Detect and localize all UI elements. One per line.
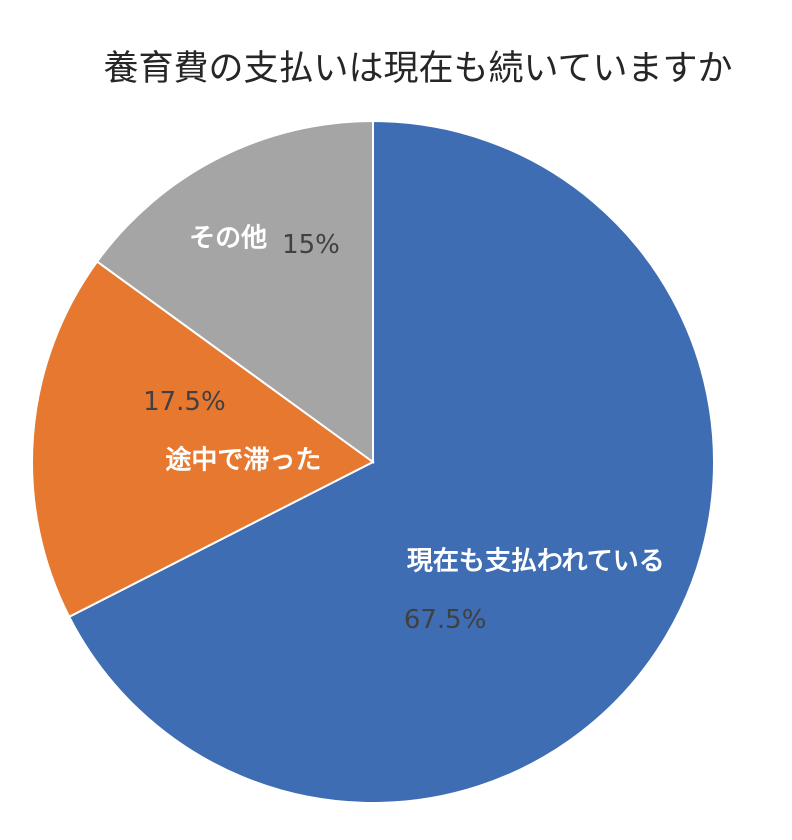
- pie-labels: 現在も支払われている 67.5% 途中で滞った 17.5% その他 15%: [143, 223, 665, 634]
- chart-title: 養育費の支払いは現在も続いていますか: [104, 49, 733, 89]
- value-label-other: 15%: [282, 230, 340, 260]
- pie-slice-other: [95, 119, 374, 464]
- category-label-paid: 現在も支払われている: [407, 546, 665, 576]
- pie-slices: [31, 119, 715, 804]
- category-label-other: その他: [189, 223, 267, 253]
- pie-slice-paid: [67, 119, 715, 804]
- value-label-stopped: 17.5%: [143, 387, 226, 417]
- category-label-stopped: 途中で滞った: [165, 444, 321, 475]
- pie-slice-stopped: [31, 260, 375, 619]
- value-label-paid: 67.5%: [404, 605, 487, 635]
